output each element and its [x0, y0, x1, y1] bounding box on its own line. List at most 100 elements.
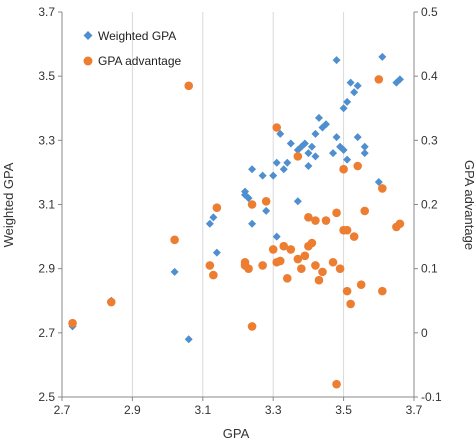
point-gpa-advantage — [300, 251, 310, 261]
point-weighted-gpa — [304, 162, 313, 170]
point-gpa-advantage — [279, 241, 289, 251]
legend-label-gpa-advantage: GPA advantage — [98, 54, 182, 68]
point-gpa-advantage — [349, 232, 359, 241]
point-weighted-gpa — [184, 335, 193, 344]
x-axis-ticks: 2.7 2.9 3.1 3.3 3.5 3.7 — [54, 397, 423, 417]
point-gpa-advantage — [247, 322, 257, 331]
point-weighted-gpa — [360, 149, 369, 158]
point-gpa-advantage — [360, 206, 370, 216]
point-weighted-gpa — [258, 171, 267, 180]
tick-label-x: 3.5 — [335, 403, 352, 417]
point-weighted-gpa — [307, 142, 316, 151]
point-weighted-gpa — [262, 206, 271, 215]
point-weighted-gpa — [339, 104, 348, 113]
point-weighted-gpa — [248, 165, 257, 174]
point-weighted-gpa — [283, 158, 292, 167]
point-gpa-advantage — [209, 270, 218, 280]
point-gpa-advantage — [258, 261, 267, 270]
tick-label-y2: 0.2 — [421, 198, 438, 212]
tick-label-x: 3.3 — [265, 403, 282, 417]
tick-label-y: 3.5 — [38, 69, 55, 83]
tick-label-x: 2.7 — [54, 403, 71, 417]
point-gpa-advantage — [286, 245, 296, 254]
tick-label-y2: -0.1 — [421, 390, 442, 404]
point-weighted-gpa — [378, 52, 387, 61]
point-gpa-advantage — [311, 261, 320, 270]
tick-label-x: 3.7 — [406, 403, 423, 417]
point-gpa-advantage — [314, 275, 324, 285]
tick-label-y2: 0.4 — [421, 69, 438, 83]
point-gpa-advantage — [268, 245, 278, 254]
tick-label-y2: 0 — [421, 326, 428, 340]
point-weighted-gpa — [212, 248, 221, 257]
tick-label-x: 3.1 — [194, 403, 211, 417]
point-weighted-gpa — [314, 113, 323, 122]
tick-label-y: 3.7 — [38, 5, 55, 19]
point-gpa-advantage — [293, 254, 303, 264]
tick-label-y2: 0.3 — [421, 133, 438, 147]
y-axis-title: Weighted GPA — [1, 162, 16, 247]
point-gpa-advantage — [184, 81, 194, 91]
point-weighted-gpa — [353, 133, 362, 142]
legend-item-gpa-advantage: GPA advantage — [83, 54, 182, 68]
point-gpa-advantage — [275, 256, 285, 266]
point-gpa-advantage — [342, 286, 352, 296]
tick-label-y2: 0.5 — [421, 5, 438, 19]
tick-label-x: 2.9 — [124, 403, 141, 417]
point-weighted-gpa — [304, 149, 313, 158]
point-weighted-gpa — [311, 129, 320, 138]
tick-label-y2: 0.1 — [421, 262, 438, 276]
point-gpa-advantage — [304, 213, 313, 222]
point-weighted-gpa — [205, 219, 214, 228]
point-weighted-gpa — [272, 232, 281, 241]
point-weighted-gpa — [395, 75, 404, 84]
point-gpa-advantage — [272, 123, 282, 132]
point-gpa-advantage — [240, 257, 250, 267]
point-weighted-gpa — [209, 213, 218, 222]
y2-axis-ticks: -0.1 0 0.1 0.2 0.3 0.4 0.5 — [414, 5, 442, 404]
point-weighted-gpa — [276, 129, 285, 138]
point-weighted-gpa — [339, 145, 348, 154]
point-gpa-advantage — [395, 219, 405, 229]
tick-label-y: 2.9 — [38, 262, 55, 276]
point-gpa-advantage — [356, 280, 366, 290]
point-gpa-advantage — [212, 203, 222, 213]
point-weighted-gpa — [269, 171, 278, 180]
legend: Weighted GPA GPA advantage — [83, 29, 182, 68]
data-points — [68, 52, 405, 389]
point-gpa-advantage — [378, 286, 387, 296]
y-axis-ticks: 2.5 2.7 2.9 3.1 3.3 3.5 3.7 — [38, 5, 62, 404]
point-weighted-gpa — [350, 88, 359, 97]
point-gpa-advantage — [318, 267, 327, 277]
tick-label-y: 3.1 — [38, 198, 55, 212]
point-gpa-advantage — [205, 261, 215, 270]
legend-item-weighted-gpa: Weighted GPA — [83, 29, 176, 43]
tick-label-y: 3.3 — [38, 133, 55, 147]
point-gpa-advantage — [170, 235, 179, 245]
point-weighted-gpa — [286, 139, 295, 148]
point-weighted-gpa — [311, 152, 320, 161]
point-gpa-advantage — [374, 75, 384, 84]
point-weighted-gpa — [244, 194, 253, 203]
point-weighted-gpa — [332, 133, 341, 142]
point-gpa-advantage — [342, 225, 352, 235]
point-gpa-advantage — [378, 184, 387, 193]
legend-label-weighted-gpa: Weighted GPA — [98, 29, 176, 43]
point-gpa-advantage — [339, 164, 348, 174]
point-gpa-advantage — [293, 152, 303, 161]
point-gpa-advantage — [247, 200, 257, 209]
tick-label-y: 2.5 — [38, 390, 55, 404]
point-gpa-advantage — [282, 273, 292, 283]
tick-label-y: 2.7 — [38, 326, 55, 340]
point-gpa-advantage — [346, 299, 355, 309]
legend-marker-weighted-gpa — [83, 31, 93, 40]
point-gpa-advantage — [335, 264, 345, 273]
point-weighted-gpa — [272, 158, 281, 167]
point-gpa-advantage — [106, 297, 116, 307]
point-gpa-advantage — [68, 318, 77, 328]
point-gpa-advantage — [332, 379, 341, 389]
point-gpa-advantage — [244, 264, 253, 273]
point-gpa-advantage — [261, 196, 271, 206]
